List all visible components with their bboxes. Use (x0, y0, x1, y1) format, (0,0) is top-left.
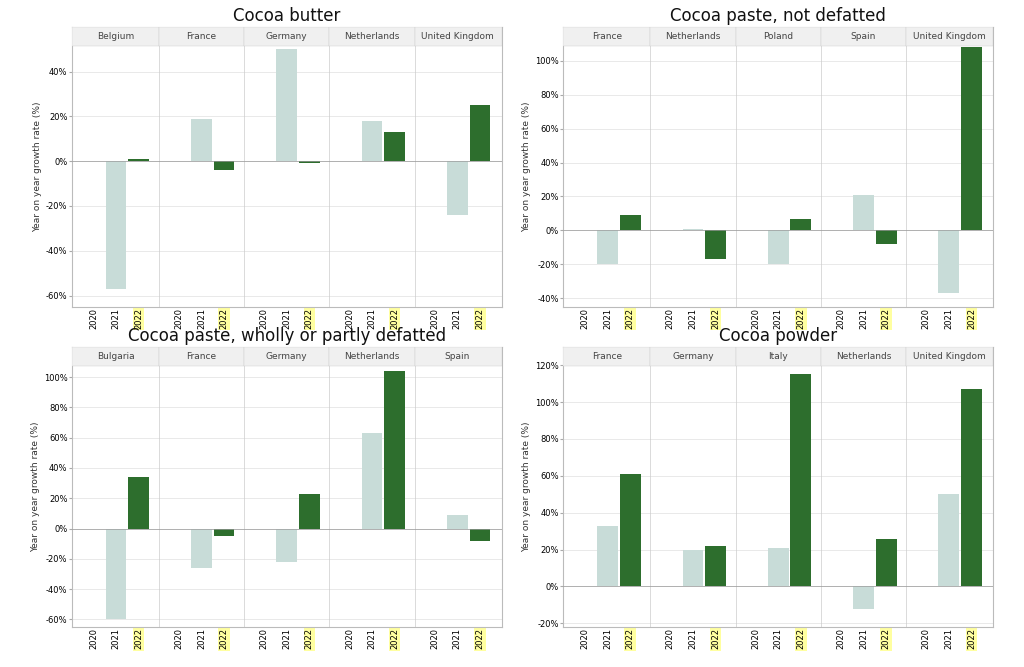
Text: Italy: Italy (768, 352, 788, 361)
Bar (159, 347, 244, 366)
Bar (706, 230, 726, 259)
Text: Germany: Germany (266, 32, 307, 41)
Title: Cocoa butter: Cocoa butter (233, 7, 340, 25)
Text: Spain: Spain (444, 352, 470, 361)
Text: Spain: Spain (851, 32, 877, 41)
Bar (128, 159, 150, 161)
Text: Netherlands: Netherlands (344, 32, 399, 41)
Text: France: France (186, 352, 216, 361)
Text: Germany: Germany (672, 352, 714, 361)
Bar (72, 27, 159, 46)
Text: United Kingdom: United Kingdom (912, 32, 985, 41)
Bar (415, 347, 502, 366)
Bar (330, 347, 415, 366)
Bar (214, 528, 234, 536)
Bar (191, 119, 212, 161)
Title: Cocoa powder: Cocoa powder (719, 327, 838, 346)
Bar (620, 215, 641, 230)
Text: Netherlands: Netherlands (836, 352, 891, 361)
Bar (191, 528, 212, 568)
Bar (821, 347, 906, 366)
Bar (446, 515, 468, 528)
Bar (105, 161, 127, 289)
Bar (159, 27, 244, 46)
Bar (470, 105, 490, 161)
Bar (361, 433, 382, 528)
Bar (853, 195, 873, 230)
Bar (299, 161, 319, 163)
Bar (446, 161, 468, 215)
Bar (906, 347, 993, 366)
Bar (683, 550, 703, 586)
Bar (768, 548, 788, 586)
Bar (962, 47, 982, 230)
Bar (962, 390, 982, 586)
Bar (276, 49, 297, 161)
Bar (853, 586, 873, 608)
Bar (735, 347, 821, 366)
Y-axis label: Year on year growth rate (%): Year on year growth rate (%) (522, 101, 531, 232)
Text: Netherlands: Netherlands (666, 32, 721, 41)
Bar (361, 121, 382, 161)
Bar (384, 132, 406, 161)
Bar (683, 229, 703, 230)
Bar (330, 27, 415, 46)
Text: Netherlands: Netherlands (344, 352, 399, 361)
Title: Cocoa paste, not defatted: Cocoa paste, not defatted (671, 7, 886, 25)
Bar (821, 27, 906, 46)
Bar (938, 230, 959, 293)
Bar (299, 494, 319, 528)
Text: Poland: Poland (763, 32, 794, 41)
Text: United Kingdom: United Kingdom (912, 352, 985, 361)
Bar (791, 374, 811, 586)
Bar (650, 347, 735, 366)
Bar (938, 494, 959, 586)
Text: Belgium: Belgium (97, 32, 135, 41)
Bar (735, 27, 821, 46)
Title: Cocoa paste, wholly or partly defatted: Cocoa paste, wholly or partly defatted (128, 327, 445, 346)
Y-axis label: Year on year growth rate (%): Year on year growth rate (%) (33, 101, 42, 232)
Y-axis label: Year on year growth rate (%): Year on year growth rate (%) (31, 422, 40, 552)
Bar (470, 528, 490, 541)
Bar (906, 27, 993, 46)
Bar (72, 347, 159, 366)
Bar (876, 538, 897, 586)
Bar (128, 477, 150, 528)
Bar (563, 27, 650, 46)
Bar (620, 474, 641, 586)
Text: Germany: Germany (266, 352, 307, 361)
Bar (276, 528, 297, 562)
Bar (597, 526, 618, 586)
Text: France: France (593, 32, 623, 41)
Text: Bulgaria: Bulgaria (97, 352, 135, 361)
Bar (597, 230, 618, 264)
Bar (563, 347, 650, 366)
Bar (791, 219, 811, 230)
Bar (244, 347, 330, 366)
Bar (768, 230, 788, 264)
Bar (384, 371, 406, 528)
Bar (876, 230, 897, 244)
Bar (105, 528, 127, 620)
Text: France: France (186, 32, 216, 41)
Bar (415, 27, 502, 46)
Bar (706, 546, 726, 586)
Text: United Kingdom: United Kingdom (421, 32, 494, 41)
Text: France: France (593, 352, 623, 361)
Bar (214, 161, 234, 170)
Bar (650, 27, 735, 46)
Y-axis label: Year on year growth rate (%): Year on year growth rate (%) (522, 422, 531, 552)
Bar (244, 27, 330, 46)
